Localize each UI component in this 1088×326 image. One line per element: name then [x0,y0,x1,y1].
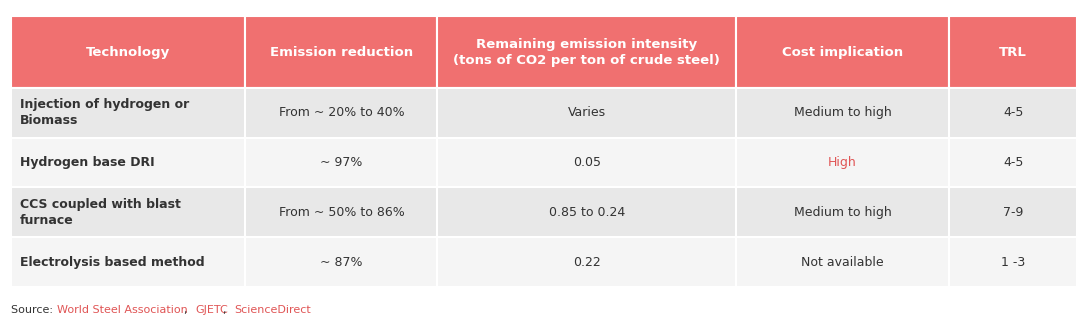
FancyBboxPatch shape [735,138,949,187]
FancyBboxPatch shape [437,237,735,287]
FancyBboxPatch shape [437,187,735,237]
FancyBboxPatch shape [246,138,437,187]
Text: From ~ 20% to 40%: From ~ 20% to 40% [279,106,405,119]
Text: Varies: Varies [568,106,606,119]
Text: Medium to high: Medium to high [793,106,891,119]
FancyBboxPatch shape [11,16,246,88]
FancyBboxPatch shape [11,187,246,237]
Text: High: High [828,156,857,169]
FancyBboxPatch shape [949,237,1077,287]
FancyBboxPatch shape [11,237,246,287]
Text: 0.22: 0.22 [572,256,601,269]
FancyBboxPatch shape [246,88,437,138]
Text: 0.05: 0.05 [572,156,601,169]
Text: GJETC: GJETC [196,305,228,315]
Text: 4-5: 4-5 [1003,156,1024,169]
Text: ,: , [184,305,191,315]
Text: Hydrogen base DRI: Hydrogen base DRI [20,156,154,169]
Text: Source:: Source: [11,305,57,315]
FancyBboxPatch shape [735,88,949,138]
Text: CCS coupled with blast
furnace: CCS coupled with blast furnace [20,198,181,227]
Text: From ~ 50% to 86%: From ~ 50% to 86% [279,206,405,219]
FancyBboxPatch shape [949,88,1077,138]
FancyBboxPatch shape [246,187,437,237]
Text: Cost implication: Cost implication [782,46,903,59]
Text: Electrolysis based method: Electrolysis based method [20,256,205,269]
FancyBboxPatch shape [735,16,949,88]
Text: Emission reduction: Emission reduction [270,46,413,59]
Text: World Steel Association: World Steel Association [57,305,187,315]
Text: TRL: TRL [999,46,1027,59]
Text: 1 -3: 1 -3 [1001,256,1025,269]
FancyBboxPatch shape [246,16,437,88]
FancyBboxPatch shape [11,138,246,187]
Text: Not available: Not available [801,256,883,269]
FancyBboxPatch shape [11,88,246,138]
FancyBboxPatch shape [949,16,1077,88]
FancyBboxPatch shape [437,88,735,138]
Text: ~ 97%: ~ 97% [320,156,362,169]
FancyBboxPatch shape [246,237,437,287]
Text: Medium to high: Medium to high [793,206,891,219]
FancyBboxPatch shape [949,138,1077,187]
Text: Technology: Technology [86,46,171,59]
FancyBboxPatch shape [735,187,949,237]
Text: ScienceDirect: ScienceDirect [234,305,311,315]
Text: ,: , [223,305,230,315]
Text: 0.85 to 0.24: 0.85 to 0.24 [548,206,625,219]
Text: 7-9: 7-9 [1003,206,1024,219]
FancyBboxPatch shape [437,138,735,187]
Text: ~ 87%: ~ 87% [320,256,362,269]
Text: Remaining emission intensity
(tons of CO2 per ton of crude steel): Remaining emission intensity (tons of CO… [454,38,720,67]
FancyBboxPatch shape [735,237,949,287]
Text: 4-5: 4-5 [1003,106,1024,119]
FancyBboxPatch shape [949,187,1077,237]
FancyBboxPatch shape [437,16,735,88]
Text: Injection of hydrogen or
Biomass: Injection of hydrogen or Biomass [20,98,189,127]
